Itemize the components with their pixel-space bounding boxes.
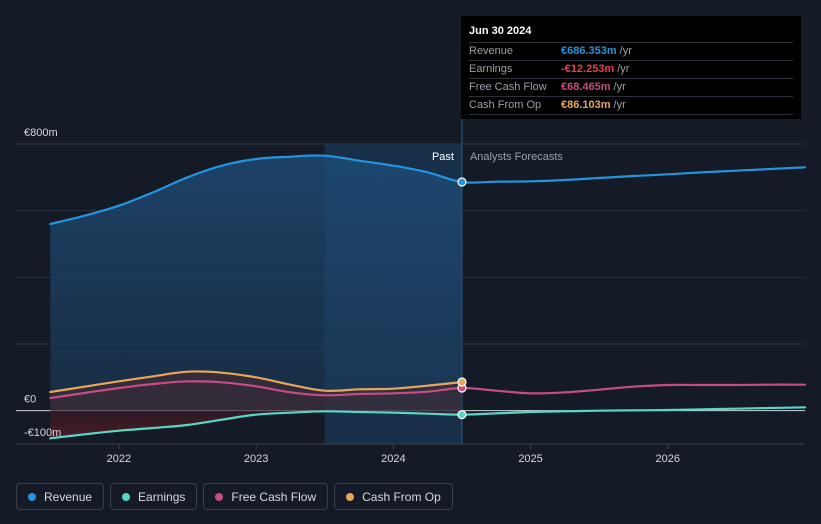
tooltip-label: Earnings — [469, 63, 513, 75]
tooltip-date: Jun 30 2024 — [469, 25, 532, 37]
chart-markers — [457, 177, 467, 420]
tooltip-value: €686.353m — [561, 45, 617, 57]
legend-item-cash-from-op[interactable]: Cash From Op — [334, 483, 453, 510]
legend-item-free-cash-flow[interactable]: Free Cash Flow — [203, 483, 329, 510]
tooltip-unit: /yr — [617, 63, 630, 75]
tooltip-row-cash-from-op: Cash From Op €86.103m /yr — [469, 96, 793, 115]
data-tooltip: Jun 30 2024 Revenue €686.353m /yr Earnin… — [461, 16, 801, 119]
tooltip-row-revenue: Revenue €686.353m /yr — [469, 42, 793, 60]
revenue-area — [50, 155, 462, 411]
tooltip-unit: /yr — [613, 81, 626, 93]
chart-lines — [49, 154, 807, 440]
earnings-line — [49, 406, 807, 440]
earnings-dot-icon — [122, 492, 131, 501]
past-label: Past — [432, 151, 454, 163]
forecast-label: Analysts Forecasts — [470, 151, 563, 163]
chart-axes: €800m €0 -€100m 2022 2023 2024 2025 2026 Past Ana… — [24, 127, 680, 465]
tooltip-value: €86.103m — [561, 99, 611, 111]
tooltip-label: Revenue — [469, 45, 514, 57]
y-axis-label: €800m — [24, 127, 58, 139]
legend-item-earnings[interactable]: Earnings — [110, 483, 198, 510]
free-cash-flow-line — [49, 380, 807, 400]
tooltip-value: -€12.253m — [561, 63, 615, 75]
y-axis-label: -€100m — [24, 427, 61, 439]
cash-from-op-area — [50, 371, 462, 411]
cash-from-op-marker — [457, 377, 467, 387]
legend-label: Revenue — [44, 489, 93, 504]
x-tick-label: 2022 — [107, 453, 131, 465]
chart-areas — [50, 114, 463, 444]
x-tick-label: 2023 — [244, 453, 268, 465]
legend-label: Free Cash Flow — [231, 489, 317, 504]
legend-item-revenue[interactable]: Revenue — [16, 483, 105, 510]
tooltip-label: Free Cash Flow — [469, 81, 547, 93]
cash-from-op-dot-icon — [346, 492, 355, 501]
x-tick-label: 2024 — [381, 453, 405, 465]
chart-legend: Revenue Earnings Free Cash Flow Cash Fro… — [16, 483, 453, 510]
legend-label: Earnings — [138, 489, 186, 504]
tooltip-row-earnings: Earnings -€12.253m /yr — [469, 60, 793, 78]
tooltip-row-free-cash-flow: Free Cash Flow €68.465m /yr — [469, 78, 793, 96]
tooltip-unit: /yr — [619, 45, 632, 57]
tooltip-unit: /yr — [613, 99, 626, 111]
earnings-negative-area — [50, 410, 462, 439]
x-tick-label: 2025 — [518, 453, 542, 465]
y-axis-label: €0 — [24, 394, 36, 406]
revenue-marker — [457, 177, 467, 187]
legend-label: Cash From Op — [362, 489, 441, 504]
tooltip-label: Cash From Op — [469, 99, 542, 111]
revenue-dot-icon — [28, 492, 36, 501]
revenue-line — [49, 154, 807, 226]
free-cash-flow-dot-icon — [215, 492, 224, 501]
tooltip-value: €68.465m — [561, 81, 611, 93]
cash-from-op-line — [49, 370, 464, 394]
earnings-marker — [457, 410, 467, 420]
x-tick-label: 2026 — [656, 453, 680, 465]
